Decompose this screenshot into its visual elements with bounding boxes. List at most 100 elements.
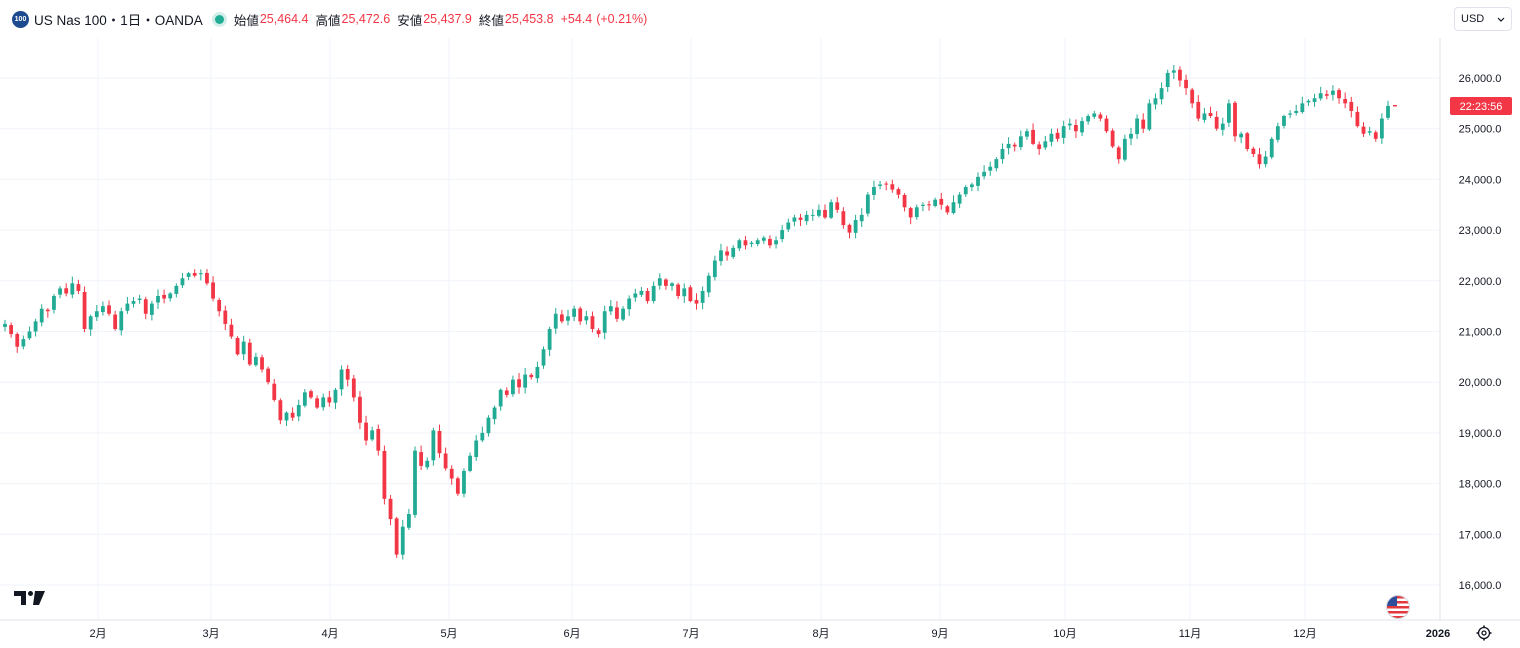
candle xyxy=(431,427,436,466)
candle xyxy=(137,294,142,304)
candle xyxy=(780,225,785,243)
candle xyxy=(455,476,460,496)
candle xyxy=(27,326,32,340)
candle xyxy=(321,393,326,411)
candle xyxy=(486,415,491,437)
candle xyxy=(994,157,999,172)
price-tick-label: 24,000.0 xyxy=(1459,174,1502,186)
candle xyxy=(1263,151,1268,168)
candle xyxy=(1367,126,1372,136)
candle xyxy=(664,278,668,290)
time-scale[interactable]: 2月 3月 4月 5月 6月 7月 8月 9月 10月 11月 12月 2026 xyxy=(89,628,1450,640)
currency-select[interactable]: USD xyxy=(1454,7,1512,31)
tradingview-logo-icon[interactable] xyxy=(14,588,46,606)
candle xyxy=(547,326,552,357)
candle xyxy=(1055,128,1060,142)
candle xyxy=(755,238,760,247)
time-tick-label: 3月 xyxy=(202,628,219,640)
candle xyxy=(394,516,399,558)
candle xyxy=(1208,106,1213,118)
candle xyxy=(186,271,191,281)
candle xyxy=(1165,69,1170,92)
candle xyxy=(608,300,613,316)
candle xyxy=(1153,93,1158,110)
candle xyxy=(168,292,173,302)
candle xyxy=(437,424,442,458)
candle xyxy=(1245,131,1250,152)
candle xyxy=(235,336,240,356)
candle xyxy=(621,306,625,322)
countdown-text: 22:23:56 xyxy=(1460,101,1503,113)
candle xyxy=(878,180,882,190)
candle xyxy=(914,204,919,220)
candle xyxy=(712,255,717,281)
high-value: 25,472.6 xyxy=(341,12,391,26)
candle xyxy=(1061,120,1066,144)
candle xyxy=(523,368,528,394)
candle xyxy=(694,293,699,310)
price-tick-label: 20,000.0 xyxy=(1459,377,1502,389)
candle xyxy=(1312,93,1317,107)
candle xyxy=(1361,122,1366,137)
candle xyxy=(192,269,197,278)
candle xyxy=(339,365,344,396)
candle xyxy=(872,180,876,201)
time-tick-label: 6月 xyxy=(563,628,580,640)
candle xyxy=(39,304,44,327)
candle xyxy=(1080,117,1084,137)
time-tick-label: 12月 xyxy=(1293,628,1316,640)
candle xyxy=(425,457,430,470)
candle xyxy=(3,319,7,332)
candle xyxy=(657,273,662,290)
candle xyxy=(156,289,160,309)
candle xyxy=(254,352,258,367)
candle xyxy=(413,446,417,518)
candle xyxy=(1373,130,1378,142)
time-tick-label: 9月 xyxy=(931,628,948,640)
candle xyxy=(902,193,907,212)
price-tick-label: 26,000.0 xyxy=(1459,73,1502,85)
candle xyxy=(584,310,589,325)
candle xyxy=(107,300,111,316)
candle xyxy=(1257,147,1262,169)
candle xyxy=(21,335,26,350)
symbol-title[interactable]: US Nas 100・1日・OANDA xyxy=(34,13,203,28)
gear-icon[interactable] xyxy=(1476,625,1492,641)
time-tick-label: 8月 xyxy=(812,628,829,640)
candle xyxy=(229,318,234,339)
candle xyxy=(449,465,454,485)
candle xyxy=(1092,110,1097,119)
us-flag-icon[interactable] xyxy=(1386,595,1410,619)
chevron-down-icon xyxy=(1497,17,1505,22)
candle xyxy=(700,286,705,310)
candle xyxy=(1135,114,1139,139)
candle xyxy=(670,282,674,291)
market-status-icon[interactable] xyxy=(214,14,224,24)
candle xyxy=(927,200,931,211)
candle xyxy=(1025,128,1029,140)
time-tick-label: 7月 xyxy=(682,628,699,640)
candle xyxy=(651,281,656,304)
candle xyxy=(260,354,264,373)
candle xyxy=(327,390,332,407)
candle xyxy=(480,426,485,443)
candle xyxy=(345,365,350,387)
candle xyxy=(504,387,509,398)
candle xyxy=(829,199,834,220)
symbol-logo-icon[interactable]: 100 xyxy=(12,10,29,28)
countdown-label: 22:23:56 xyxy=(1450,97,1512,115)
candle xyxy=(1006,137,1011,155)
price-scale[interactable]: 26,000.0 25,000.0 24,000.0 23,000.0 22,000.0… xyxy=(1459,73,1502,592)
candle xyxy=(847,223,852,239)
candle xyxy=(443,447,448,471)
price-tick-label: 23,000.0 xyxy=(1459,225,1502,237)
candle xyxy=(284,411,289,426)
candle xyxy=(1306,99,1311,106)
candle xyxy=(1202,107,1207,123)
candle xyxy=(682,283,687,303)
candle xyxy=(247,338,252,367)
candle xyxy=(1269,136,1274,160)
candle xyxy=(1190,87,1195,109)
price-tick-label: 19,000.0 xyxy=(1459,428,1502,440)
